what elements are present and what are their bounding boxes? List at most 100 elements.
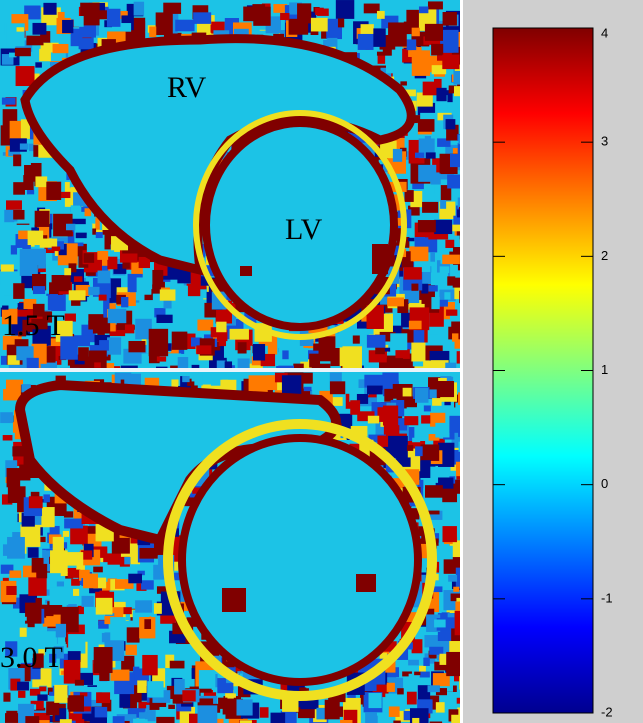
speckle (363, 3, 380, 14)
speckle (19, 248, 38, 276)
speckle (451, 628, 460, 644)
speckle (83, 573, 98, 589)
speckle (411, 283, 419, 291)
speckle (453, 215, 460, 228)
speckle (415, 446, 423, 457)
speckle (448, 326, 460, 340)
speckle (216, 360, 226, 368)
speckle (156, 586, 171, 594)
speckle (393, 720, 401, 723)
speckle (121, 655, 135, 672)
speckle (34, 720, 50, 723)
speckle (84, 208, 92, 217)
speckle (420, 72, 434, 82)
speckle (67, 651, 81, 663)
speckle (29, 688, 41, 696)
speckle (95, 597, 113, 615)
speckle (32, 653, 44, 668)
speckle (429, 389, 437, 399)
speckle (155, 699, 167, 707)
speckle (456, 363, 460, 368)
speckle (99, 590, 110, 597)
speckle (3, 692, 11, 702)
speckle (20, 616, 27, 621)
speckle (67, 355, 80, 366)
speckle (412, 437, 421, 443)
speckle (397, 688, 404, 695)
field-label: 3.0 T (0, 641, 63, 674)
speckle (425, 485, 443, 498)
speckle (428, 285, 438, 292)
speckle (49, 294, 58, 300)
speckle (253, 341, 261, 345)
speckle (451, 224, 460, 232)
speckle (445, 362, 457, 368)
speckle (411, 639, 423, 654)
speckle (425, 702, 433, 710)
speckle (1, 54, 14, 65)
speckle (365, 712, 378, 723)
speckle (430, 173, 441, 185)
speckle (26, 189, 35, 195)
speckle (13, 182, 25, 195)
speckle (178, 495, 199, 507)
speckle (64, 313, 76, 322)
speckle (14, 47, 31, 57)
speckle (367, 415, 380, 424)
speckle (51, 274, 71, 292)
speckle (149, 698, 160, 710)
speckle (0, 412, 13, 424)
speckle (439, 683, 453, 692)
speckle (440, 199, 447, 209)
speckle (19, 464, 31, 481)
speckle (435, 422, 450, 438)
speckle (337, 18, 345, 28)
speckle (350, 400, 361, 415)
speckle (79, 692, 88, 697)
speckle (107, 308, 127, 324)
speckle (410, 508, 420, 520)
speckle (379, 331, 396, 342)
speckle (415, 387, 429, 403)
speckle (141, 574, 160, 585)
speckle (75, 719, 85, 723)
speckle (35, 176, 48, 188)
speckle (36, 563, 48, 579)
speckle (47, 687, 56, 696)
speckle (66, 223, 76, 231)
speckle (107, 337, 122, 355)
speckle (281, 375, 302, 397)
speckle (1, 494, 13, 505)
speckle (454, 394, 460, 408)
speckle (394, 217, 404, 226)
speckle (267, 375, 278, 391)
speckle (62, 530, 70, 537)
speckle (97, 327, 105, 335)
speckle (259, 707, 269, 718)
speckle (171, 331, 188, 350)
speckle (449, 310, 460, 322)
speckle (392, 148, 403, 162)
speckle (403, 151, 412, 160)
speckle (457, 209, 460, 218)
speckle (447, 613, 455, 618)
speckle (251, 356, 263, 366)
speckle (49, 691, 58, 696)
speckle (5, 641, 18, 657)
speckle (25, 716, 40, 723)
speckle (149, 26, 157, 38)
speckle (442, 526, 457, 543)
speckle (429, 721, 443, 723)
tick-label: 3 (601, 134, 608, 149)
speckle (300, 388, 311, 398)
speckle (16, 27, 24, 32)
speckle (26, 35, 44, 46)
speckle (17, 303, 28, 310)
speckle (446, 607, 458, 619)
speckle (427, 1, 443, 10)
speckle (449, 641, 460, 653)
speckle (408, 673, 417, 681)
speckle (458, 441, 460, 452)
speckle (123, 348, 142, 364)
speckle (455, 567, 460, 589)
